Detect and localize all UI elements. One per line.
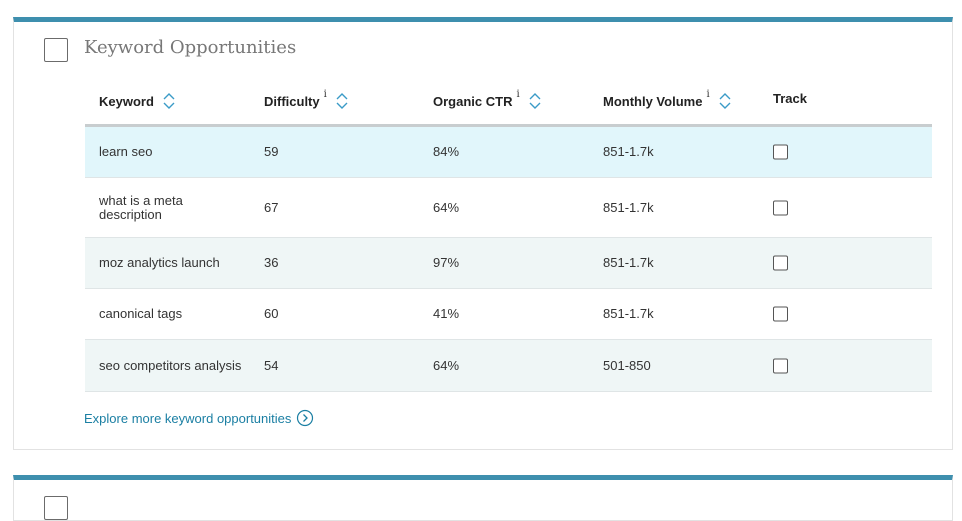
explore-link[interactable]: Explore more keyword opportunities — [84, 409, 314, 427]
link-text[interactable]: Explore more keyword opportunities — [84, 410, 292, 426]
link-card — [13, 475, 953, 521]
table-row: what is a meta description 67 64% 851-1.7k — [85, 178, 932, 238]
sort-icon[interactable] — [528, 91, 542, 111]
card-checkbox[interactable] — [44, 496, 68, 520]
table-header: Keyword Difficulty i Organic CTR i Monthly Vo… — [85, 74, 932, 127]
table-cell: 501-850 — [603, 357, 651, 373]
table-row: moz analytics launch 36 97% 851-1.7k — [85, 238, 932, 289]
track-checkbox[interactable] — [773, 306, 788, 322]
table-cell: 851-1.7k — [603, 199, 654, 215]
column-label: Monthly Volume — [603, 93, 703, 109]
table-cell: 851-1.7k — [603, 144, 654, 159]
sort-icon[interactable] — [335, 91, 349, 111]
column-header[interactable]: Difficulty i — [264, 88, 349, 111]
track-checkbox[interactable] — [773, 358, 788, 373]
column-header[interactable]: Organic CTR i — [433, 88, 542, 111]
info-icon: i — [323, 88, 327, 100]
track-checkbox[interactable] — [773, 255, 788, 271]
table-cell: 97% — [433, 255, 460, 270]
table-cell: 84% — [433, 144, 460, 159]
keyword-card: Keyword Opportunities Keyword Difficulty i… — [13, 17, 953, 450]
table-row: canonical tags 60 41% 851-1.7k — [85, 289, 932, 340]
table-cell: 64% — [433, 357, 460, 373]
table-cell: 41% — [433, 306, 460, 321]
table-cell: 67 — [264, 199, 279, 215]
column-header[interactable]: Monthly Volume i — [603, 88, 732, 111]
table-cell: 64% — [433, 199, 460, 215]
table-row: learn seo 59 84% 851-1.7k — [85, 127, 932, 178]
page: {"header":{"title":"Keyword Opportunitie… — [13, 17, 953, 521]
info-icon: i — [516, 88, 520, 100]
link-icon[interactable] — [296, 409, 314, 427]
table-cell: 851-1.7k — [603, 306, 654, 321]
table-cell: what is a meta description — [99, 192, 183, 222]
track-checkbox[interactable] — [773, 144, 788, 160]
table-cell: seo competitors analysis — [99, 357, 242, 373]
column-header[interactable]: Keyword — [99, 91, 176, 111]
track-checkbox[interactable] — [773, 200, 788, 215]
table-cell: learn seo — [99, 144, 153, 159]
column-header: Track — [773, 91, 807, 106]
column-label: Organic CTR — [433, 93, 513, 109]
table-cell: canonical tags — [99, 306, 183, 321]
sort-icon[interactable] — [718, 91, 732, 111]
table-cell: 851-1.7k — [603, 255, 654, 270]
keyword-table: Keyword Difficulty i Organic CTR i Monthly Vo… — [85, 74, 932, 392]
table-cell: 36 — [264, 255, 279, 270]
sort-icon[interactable] — [162, 91, 176, 111]
table-cell: moz analytics launch — [99, 255, 220, 270]
table-cell: 59 — [264, 144, 279, 159]
column-label: Keyword — [99, 93, 154, 109]
column-label: Track — [773, 91, 807, 106]
table-cell: 54 — [264, 357, 279, 373]
card-title: Keyword Opportunities — [84, 37, 297, 58]
table-row: seo competitors analysis 54 64% 501-850 — [85, 340, 932, 392]
column-label: Difficulty — [264, 93, 320, 109]
table-cell: 60 — [264, 306, 279, 321]
info-icon: i — [706, 88, 710, 100]
card-checkbox[interactable] — [44, 38, 68, 62]
